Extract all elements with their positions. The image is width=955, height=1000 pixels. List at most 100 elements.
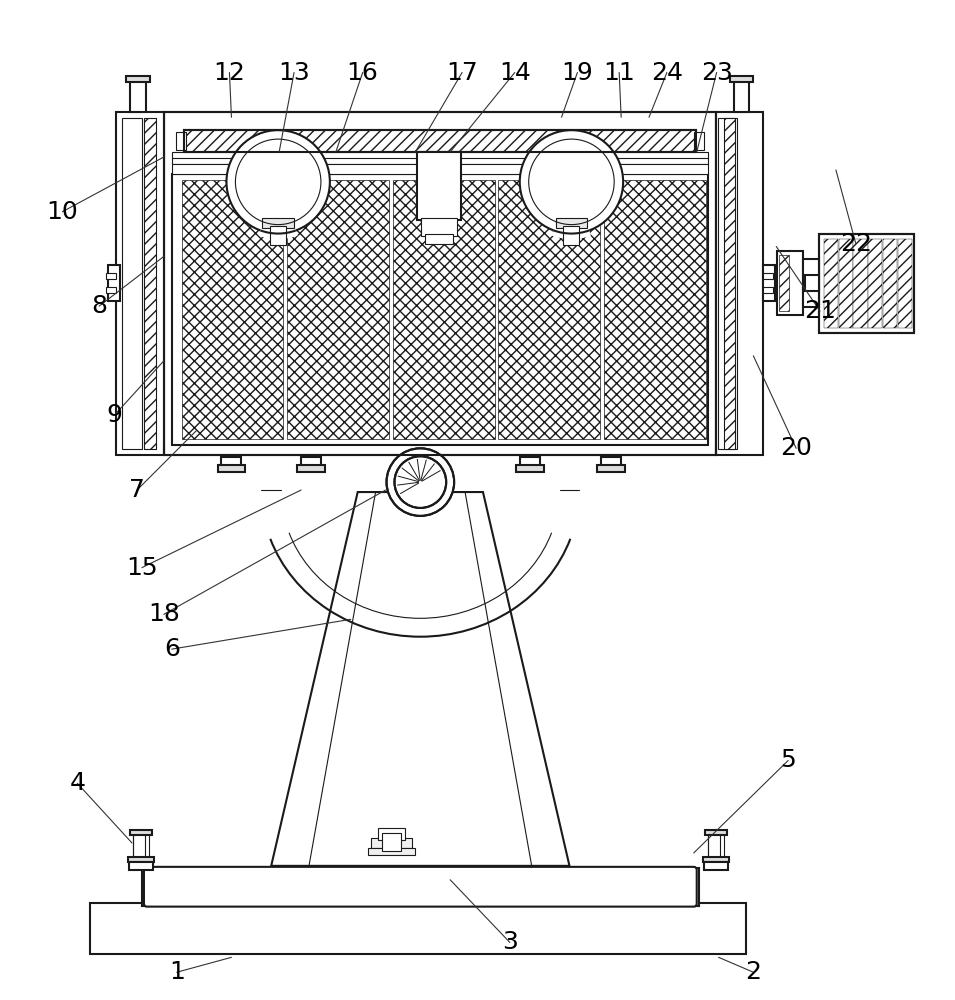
Bar: [126, 76, 150, 82]
Bar: [602, 457, 621, 467]
Text: 4: 4: [70, 771, 85, 795]
Bar: [122, 118, 142, 449]
Bar: [106, 273, 117, 279]
Bar: [854, 239, 868, 328]
Bar: [218, 465, 245, 472]
Bar: [393, 180, 495, 439]
Bar: [703, 857, 729, 862]
Text: 14: 14: [499, 61, 531, 85]
Bar: [130, 830, 152, 835]
Bar: [301, 457, 321, 467]
Bar: [91, 903, 747, 954]
Text: 1: 1: [169, 960, 184, 984]
FancyBboxPatch shape: [144, 867, 697, 907]
Text: 24: 24: [651, 61, 683, 85]
Bar: [724, 118, 735, 449]
Bar: [715, 112, 763, 455]
Bar: [819, 234, 915, 333]
Circle shape: [529, 139, 614, 225]
Text: 12: 12: [214, 61, 245, 85]
Bar: [777, 251, 803, 315]
Bar: [287, 180, 389, 439]
Bar: [763, 273, 774, 279]
Bar: [819, 234, 915, 333]
Bar: [705, 830, 727, 835]
Circle shape: [520, 130, 624, 234]
Bar: [730, 76, 753, 82]
Bar: [222, 457, 242, 467]
Bar: [717, 118, 737, 449]
Bar: [733, 80, 750, 112]
Bar: [704, 862, 728, 870]
Bar: [520, 457, 540, 467]
Bar: [724, 118, 735, 449]
Bar: [838, 239, 853, 328]
Bar: [382, 833, 401, 851]
Circle shape: [226, 130, 329, 234]
Bar: [106, 287, 117, 293]
Text: 17: 17: [446, 61, 478, 85]
Bar: [176, 132, 185, 150]
Bar: [805, 275, 819, 291]
Text: 15: 15: [126, 556, 158, 580]
Bar: [142, 868, 699, 906]
Bar: [499, 180, 600, 439]
Bar: [130, 80, 146, 112]
Bar: [183, 130, 696, 152]
Bar: [270, 226, 286, 245]
Text: 5: 5: [780, 748, 796, 772]
Bar: [421, 218, 457, 236]
Bar: [183, 130, 696, 152]
Text: 22: 22: [839, 232, 872, 256]
Bar: [763, 287, 774, 293]
Text: 2: 2: [746, 960, 761, 984]
Text: 3: 3: [502, 930, 518, 954]
Bar: [129, 862, 153, 870]
Bar: [172, 152, 708, 164]
Circle shape: [394, 456, 446, 508]
Text: 10: 10: [47, 200, 78, 224]
Bar: [133, 835, 149, 857]
Bar: [763, 265, 775, 301]
Bar: [297, 465, 325, 472]
Bar: [556, 218, 587, 228]
Bar: [708, 835, 724, 857]
Bar: [172, 174, 708, 445]
Bar: [425, 234, 453, 244]
Text: 18: 18: [148, 602, 180, 626]
Bar: [263, 218, 294, 228]
Bar: [371, 838, 413, 848]
Bar: [597, 465, 626, 472]
Circle shape: [236, 139, 321, 225]
Bar: [144, 118, 156, 449]
Bar: [108, 265, 120, 301]
Bar: [803, 259, 819, 307]
Bar: [417, 152, 461, 220]
Text: 7: 7: [129, 478, 145, 502]
Text: 11: 11: [604, 61, 635, 85]
Text: 6: 6: [164, 637, 180, 661]
Bar: [172, 164, 708, 174]
Text: 13: 13: [278, 61, 310, 85]
Bar: [516, 465, 543, 472]
Bar: [368, 848, 415, 855]
Bar: [693, 132, 704, 150]
Bar: [164, 112, 715, 455]
Bar: [144, 118, 156, 449]
Bar: [898, 239, 912, 328]
Bar: [377, 828, 406, 840]
Circle shape: [387, 448, 455, 516]
Bar: [605, 180, 706, 439]
Text: 9: 9: [106, 403, 122, 427]
Bar: [824, 239, 838, 328]
Text: 20: 20: [780, 436, 812, 460]
Bar: [117, 112, 164, 455]
Text: 21: 21: [804, 299, 836, 323]
Text: 23: 23: [701, 61, 732, 85]
Text: 16: 16: [347, 61, 378, 85]
Bar: [868, 239, 882, 328]
Bar: [883, 239, 897, 328]
Bar: [779, 255, 789, 311]
Bar: [164, 112, 715, 455]
Text: 8: 8: [92, 294, 107, 318]
